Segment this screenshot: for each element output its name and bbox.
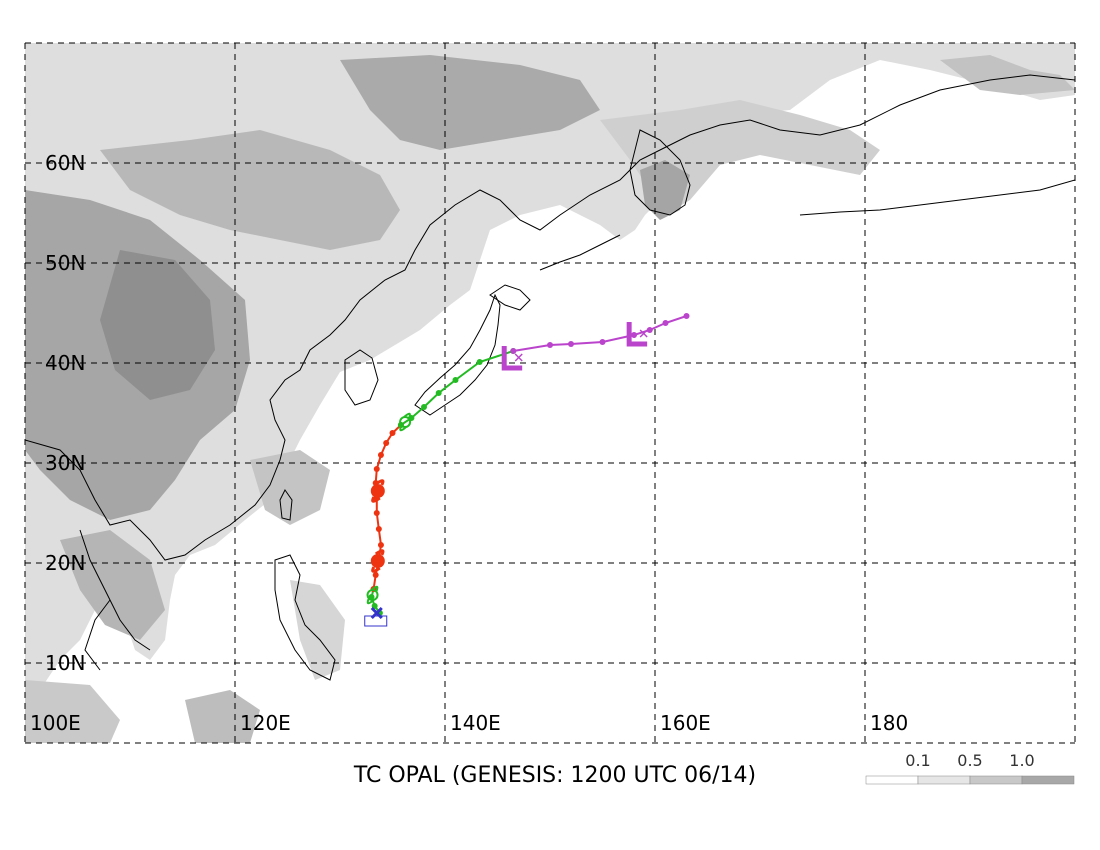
track-point [377, 452, 384, 458]
track-point [373, 466, 380, 472]
track-point [599, 339, 606, 345]
track-point [435, 390, 442, 396]
track-point [547, 342, 553, 348]
lat-label: 10N [45, 651, 85, 675]
legend-label: 1.0 [1009, 751, 1034, 770]
latitude-labels: 10N 20N 30N 40N 50N 60N [45, 151, 85, 675]
storm-track [364, 313, 690, 627]
typhoon-symbol [370, 484, 385, 498]
track-point [372, 572, 379, 578]
track-point [662, 320, 669, 326]
track-point [476, 359, 483, 365]
lat-label: 50N [45, 251, 85, 275]
track-segment [513, 315, 687, 352]
lon-label: 160E [660, 711, 711, 735]
track-point [377, 542, 384, 548]
extratropical-low-symbol [626, 322, 648, 347]
position-x-marker [639, 329, 648, 338]
lon-label: 120E [240, 711, 291, 735]
extratropical-low-symbol [501, 346, 523, 371]
legend-swatch [865, 775, 919, 785]
track-point [375, 526, 382, 532]
lon-label: 100E [30, 711, 81, 735]
storm-symbol-arms [399, 412, 411, 432]
track-point [646, 327, 653, 333]
lon-label: 140E [450, 711, 501, 735]
position-x-marker [514, 353, 523, 362]
lat-lon-grid [24, 42, 1076, 744]
coastline [25, 74, 1075, 681]
genesis-marker [370, 606, 383, 620]
lon-label: 180 [870, 711, 908, 735]
legend-swatch [969, 775, 1023, 785]
legend-label: 0.5 [957, 751, 982, 770]
legend-swatch [1021, 775, 1075, 785]
lat-label: 40N [45, 351, 85, 375]
storm-symbol-arms [366, 585, 379, 605]
track-point [510, 348, 517, 354]
track-point [373, 510, 380, 516]
legend-swatch [917, 775, 971, 785]
track-point [568, 341, 574, 347]
lat-label: 30N [45, 451, 85, 475]
terrain-legend: 0.1 0.5 1.0 [865, 751, 1075, 785]
longitude-labels: 100E 120E 140E 160E 180 [30, 711, 908, 735]
map-title: TC OPAL (GENESIS: 1200 UTC 06/14) [353, 763, 756, 788]
genesis-box [364, 615, 388, 627]
terrain-shading [25, 43, 1075, 743]
typhoon-symbol-arms [371, 549, 385, 573]
track-point [452, 377, 459, 383]
track-point [631, 332, 637, 338]
track-point [683, 313, 690, 319]
typhoon-symbol-arms [371, 479, 385, 503]
typhoon-symbol [370, 554, 385, 568]
lat-label: 20N [45, 551, 85, 575]
legend-label: 0.1 [905, 751, 930, 770]
track-point [389, 430, 396, 436]
track-point [383, 440, 390, 446]
lat-label: 60N [45, 151, 85, 175]
track-point [421, 404, 427, 410]
